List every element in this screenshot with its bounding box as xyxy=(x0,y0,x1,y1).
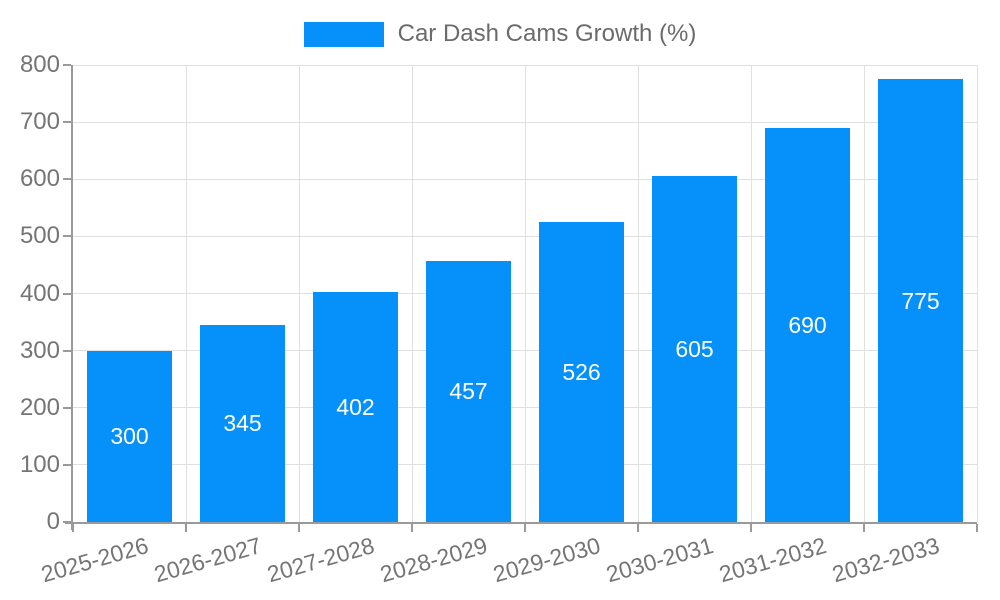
y-axis-tick-label: 600 xyxy=(19,165,60,193)
y-axis-tick xyxy=(63,406,71,409)
x-axis-tick xyxy=(411,524,413,532)
x-gridline xyxy=(298,65,300,522)
y-axis-tick-label: 500 xyxy=(19,222,60,250)
bar-value-label: 300 xyxy=(110,423,149,450)
y-axis-tick xyxy=(63,235,71,238)
legend-swatch-icon xyxy=(303,21,384,47)
x-gridline xyxy=(750,65,752,522)
x-axis-tick-label: 2031-2032 xyxy=(715,532,829,588)
x-axis-tick xyxy=(72,524,74,532)
legend-item[interactable]: Car Dash Cams Growth (%) xyxy=(303,20,697,48)
plot-area: 0 100 200 300 400 500 600 700 800 300 2025-2026 345… xyxy=(20,52,978,587)
x-gridline xyxy=(863,65,865,522)
x-gridline xyxy=(637,65,639,522)
bar[interactable] xyxy=(878,79,963,522)
x-gridline xyxy=(411,65,413,522)
x-axis-tick-label: 2028-2029 xyxy=(376,532,490,588)
bar-value-label: 775 xyxy=(901,287,940,314)
y-axis-tick xyxy=(63,463,71,466)
y-axis-line xyxy=(71,65,73,530)
y-axis-tick xyxy=(63,292,71,295)
x-axis-tick xyxy=(976,524,978,532)
y-axis-tick xyxy=(63,349,71,352)
bar[interactable] xyxy=(652,176,737,522)
y-axis-tick-label: 200 xyxy=(19,393,60,421)
x-axis-tick-label: 2027-2028 xyxy=(263,532,377,588)
x-axis-tick-label: 2029-2030 xyxy=(489,532,603,588)
y-axis-tick-label: 400 xyxy=(19,279,60,307)
bar-value-label: 605 xyxy=(675,336,714,363)
y-axis-tick-label: 700 xyxy=(19,108,60,136)
y-axis-tick xyxy=(63,178,71,181)
bar-value-label: 345 xyxy=(223,410,262,437)
x-axis-tick xyxy=(298,524,300,532)
y-axis-tick xyxy=(63,64,71,66)
bar-value-label: 457 xyxy=(449,378,488,405)
bar[interactable] xyxy=(765,127,850,522)
x-axis-tick-label: 2025-2026 xyxy=(37,532,151,588)
x-axis-tick xyxy=(637,524,639,532)
bar-value-label: 690 xyxy=(788,311,827,338)
bar[interactable] xyxy=(539,221,624,522)
y-axis-tick-label: 100 xyxy=(19,450,60,478)
x-axis-tick xyxy=(750,524,752,532)
bar[interactable] xyxy=(200,324,285,522)
x-axis-tick xyxy=(524,524,526,532)
x-gridline xyxy=(185,65,187,522)
x-axis-tick-label: 2030-2031 xyxy=(602,532,716,588)
bar[interactable] xyxy=(313,292,398,522)
bar-value-label: 402 xyxy=(336,394,375,421)
x-gridline xyxy=(976,65,978,522)
x-axis-tick-label: 2026-2027 xyxy=(150,532,264,588)
y-axis-tick-label: 800 xyxy=(19,51,60,78)
y-axis-tick xyxy=(63,121,71,124)
bar[interactable] xyxy=(426,260,511,522)
x-gridline xyxy=(524,65,526,522)
x-axis-tick-label: 2032-2033 xyxy=(828,532,942,588)
legend-label: Car Dash Cams Growth (%) xyxy=(397,20,697,47)
y-axis-tick-label: 0 xyxy=(46,508,60,535)
chart-legend: Car Dash Cams Growth (%) xyxy=(0,20,1000,48)
x-axis-tick xyxy=(185,524,187,532)
x-axis-tick xyxy=(863,524,865,532)
bar[interactable] xyxy=(87,350,172,522)
y-axis-tick-label: 300 xyxy=(19,336,60,364)
x-axis-line xyxy=(65,522,977,524)
bar-value-label: 526 xyxy=(562,358,601,385)
